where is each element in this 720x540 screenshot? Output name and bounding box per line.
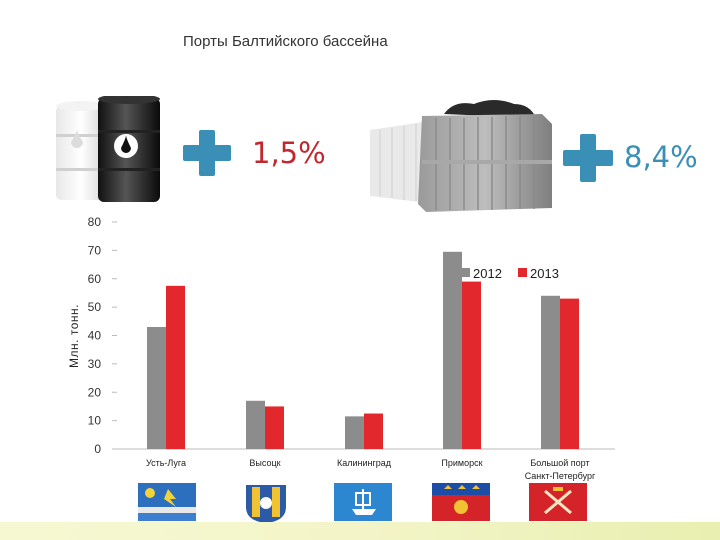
plus-icon [183,130,231,176]
slide-title: Порты Балтийского бассейна [183,33,388,50]
y-tick-label: 0 [94,442,101,456]
category-label: Усть-Луга [146,458,186,468]
oil-barrels-icon [56,96,160,202]
bar-2012-2 [345,416,364,449]
category-label: Большой порт [530,458,589,468]
y-tick-label: 40 [88,329,102,343]
y-tick-label: 50 [88,300,102,314]
city-emblem-icon [432,483,490,521]
y-tick-label: 80 [88,215,102,229]
cargo-containers-icon [370,100,552,212]
category-label: Приморск [441,458,482,468]
legend-label-2013: 2013 [530,266,559,281]
plus-icon [563,134,613,182]
y-axis-label: Млн. тонн. [67,304,81,368]
y-tick-label: 70 [88,243,102,257]
category-label: Санкт-Петербург [525,471,596,481]
legend-swatch-2012 [461,268,470,277]
y-tick-label: 60 [88,272,102,286]
bar-2012-4 [541,295,560,449]
bar-2013-0 [166,285,185,449]
bar-2013-3 [462,281,481,449]
city-emblem-icon [334,483,392,521]
bar-2013-4 [560,298,579,449]
category-label: Высоцк [249,458,280,468]
city-emblem-icon [238,483,294,523]
city-emblem-icon [529,483,587,521]
category-label: Калининград [337,458,392,468]
legend-label-2012: 2012 [473,266,502,281]
bottom-decor-strip [0,522,720,540]
bar-2012-1 [246,400,265,449]
oil-growth-percent: 1,5% [252,136,326,170]
legend-swatch-2013 [518,268,527,277]
y-tick-label: 20 [88,385,102,399]
y-tick-label: 10 [88,414,102,428]
bar-2013-1 [265,406,284,449]
city-emblem-icon [138,483,196,521]
bar-2013-2 [364,413,383,449]
bar-2012-3 [443,251,462,449]
bar-2012-0 [147,326,166,449]
y-tick-label: 30 [88,357,102,371]
container-growth-percent: 8,4% [624,140,698,174]
